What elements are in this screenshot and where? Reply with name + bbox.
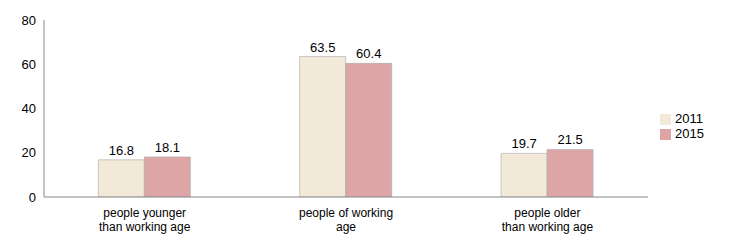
- svg-text:20: 20: [22, 145, 36, 160]
- svg-text:people of workingage: people of workingage: [299, 206, 393, 234]
- svg-text:80: 80: [22, 13, 36, 28]
- html-text:2015: 2015: [675, 125, 704, 141]
- svg-text:0: 0: [29, 190, 36, 205]
- svg-text:18.1: 18.1: [155, 140, 180, 155]
- svg-text:people olderthan working age: people olderthan working age: [502, 206, 594, 234]
- svg-text:19.7: 19.7: [511, 136, 536, 151]
- svg-text:60: 60: [22, 57, 36, 72]
- html-text:2011: 2011: [675, 110, 703, 126]
- svg-text:63.5: 63.5: [310, 40, 335, 55]
- svg-text:40: 40: [22, 101, 36, 116]
- svg-text:people youngerthan working age: people youngerthan working age: [99, 206, 191, 234]
- svg-text:21.5: 21.5: [557, 132, 582, 147]
- svg-text:60.4: 60.4: [356, 46, 381, 61]
- svg-text:16.8: 16.8: [109, 143, 134, 158]
